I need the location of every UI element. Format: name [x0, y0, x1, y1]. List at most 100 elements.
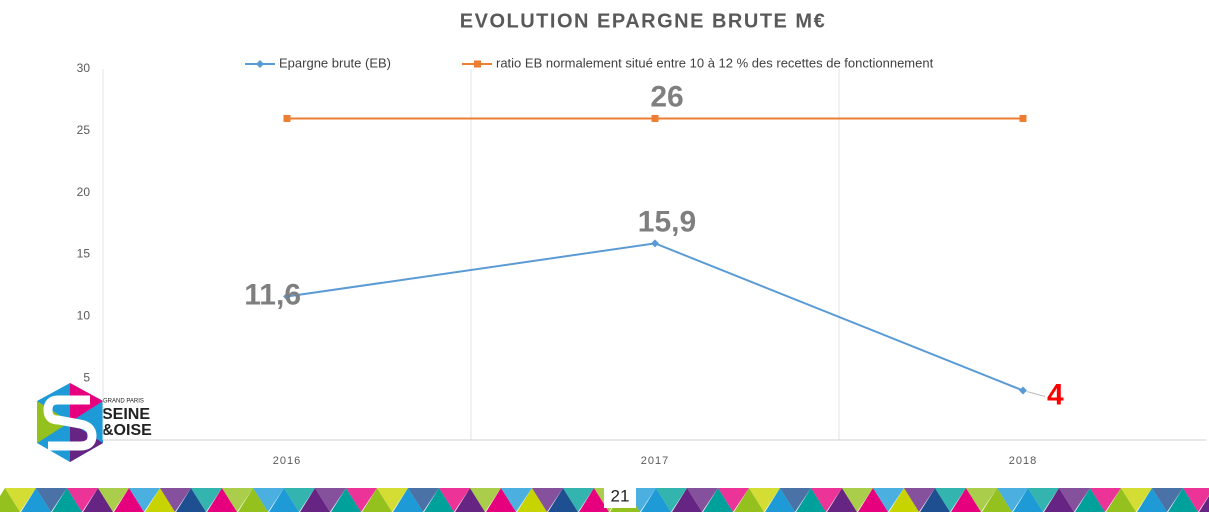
footer-band	[0, 486, 1209, 512]
footer-triangle	[346, 488, 377, 512]
y-tick-label: 25	[77, 123, 91, 137]
data-label: 15,9	[638, 205, 696, 238]
footer-triangle	[780, 488, 811, 512]
footer-triangle	[579, 488, 609, 512]
y-tick-label: 5	[83, 370, 90, 384]
page-number-bg	[604, 486, 636, 508]
y-tick-label: 15	[77, 247, 91, 261]
footer-triangle	[827, 488, 857, 512]
footer-triangle	[1121, 488, 1152, 512]
series-marker	[651, 114, 659, 122]
footer-triangle	[796, 488, 826, 512]
x-tick-label: 2016	[273, 455, 301, 467]
legend-label: ratio EB normalement situé entre 10 à 12…	[496, 55, 934, 70]
footer-triangle	[966, 488, 997, 512]
footer-triangle	[920, 488, 950, 512]
logo-text: GRAND PARIS	[103, 399, 144, 405]
legend-marker	[474, 60, 481, 68]
footer-triangle	[0, 488, 20, 512]
footer-triangle	[873, 488, 904, 512]
footer-triangle	[408, 488, 439, 512]
x-tick-label: 2017	[641, 455, 669, 467]
footer-triangle	[176, 488, 206, 512]
data-label: 26	[650, 80, 683, 113]
footer-triangle	[687, 488, 718, 512]
footer-triangle	[36, 488, 67, 512]
footer-triangle	[269, 488, 299, 512]
footer-triangle	[1152, 488, 1183, 512]
footer-triangle	[52, 488, 82, 512]
footer-triangle	[532, 488, 563, 512]
footer-triangle	[1059, 488, 1090, 512]
footer-triangle	[811, 488, 842, 512]
footer-triangle	[889, 488, 919, 512]
footer-triangle	[1075, 488, 1105, 512]
footer-triangle	[455, 488, 485, 512]
footer-triangle	[21, 488, 51, 512]
footer-triangle	[145, 488, 175, 512]
footer-triangle	[517, 488, 547, 512]
footer-triangle	[67, 488, 98, 512]
y-tick-label: 10	[77, 309, 91, 323]
footer-triangle	[749, 488, 780, 512]
footer-triangle	[672, 488, 702, 512]
footer-triangle	[98, 488, 129, 512]
footer-triangle	[842, 488, 873, 512]
logo-text: SEINE	[102, 406, 150, 423]
footer-triangle	[191, 488, 222, 512]
logo: GRAND PARIS SEINE &OISE	[37, 383, 152, 462]
footer-triangle	[222, 488, 253, 512]
footer-triangle	[548, 488, 578, 512]
footer-triangle	[486, 488, 516, 512]
footer-triangle	[1090, 488, 1121, 512]
footer-triangle	[393, 488, 423, 512]
chart-title: EVOLUTION EPARGNE BRUTE M€	[460, 10, 826, 32]
data-label: 11,6	[244, 278, 301, 311]
footer-triangle	[734, 488, 764, 512]
series-marker	[283, 114, 291, 122]
legend-marker	[256, 60, 264, 68]
footer-triangle	[331, 488, 361, 512]
footer-triangle	[129, 488, 160, 512]
footer-triangle	[160, 488, 191, 512]
footer-triangle	[997, 488, 1028, 512]
footer-triangle	[1028, 488, 1059, 512]
footer-triangle	[315, 488, 346, 512]
footer-triangle	[470, 488, 501, 512]
y-tick-label: 20	[77, 185, 91, 199]
data-label: 4	[1047, 378, 1064, 411]
x-tick-label: 2018	[1009, 455, 1037, 467]
footer-triangle	[1168, 488, 1198, 512]
series-marker	[1019, 114, 1027, 122]
footer-triangle	[656, 488, 687, 512]
footer-triangle	[703, 488, 733, 512]
footer-triangle	[951, 488, 981, 512]
footer-triangle	[904, 488, 935, 512]
footer-triangle	[765, 488, 795, 512]
footer-triangle	[284, 488, 315, 512]
legend-label: Epargne brute (EB)	[279, 55, 391, 70]
footer-triangle	[1044, 488, 1074, 512]
footer-triangle	[5, 488, 36, 512]
footer-triangle	[858, 488, 888, 512]
footer-triangle	[501, 488, 532, 512]
footer-triangle	[439, 488, 470, 512]
footer-triangle	[1106, 488, 1136, 512]
footer-triangle	[83, 488, 113, 512]
series-marker	[1019, 386, 1027, 395]
footer-triangle	[982, 488, 1012, 512]
footer-triangle	[1013, 488, 1043, 512]
footer-triangle	[238, 488, 268, 512]
footer-triangle	[300, 488, 330, 512]
footer-triangle	[362, 488, 392, 512]
footer-triangle	[424, 488, 454, 512]
series-marker	[283, 292, 291, 301]
footer-triangle	[718, 488, 749, 512]
footer-triangle	[207, 488, 237, 512]
y-tick-label: 30	[77, 61, 91, 75]
leader-line	[1026, 391, 1046, 398]
logo-s	[43, 395, 97, 451]
page-number: 21	[611, 486, 630, 505]
footer-triangle	[377, 488, 408, 512]
